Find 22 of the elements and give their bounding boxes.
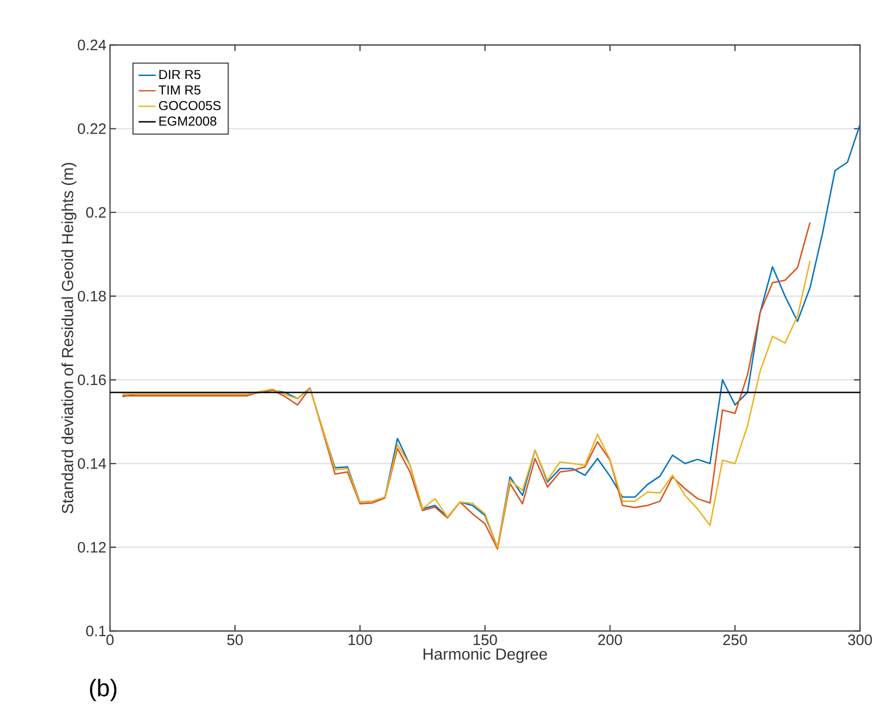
y-tick-label: 0.18 [78, 290, 106, 302]
y-tick-label: 0.24 [78, 40, 106, 50]
legend-label: GOCO05S [159, 100, 221, 110]
x-tick-label: 150 [474, 634, 497, 646]
y-tick-label: 0.12 [78, 542, 106, 553]
y-tick-label: 0.14 [78, 458, 106, 469]
x-tick-label: 50 [227, 634, 243, 646]
x-tick-label: 300 [848, 634, 872, 646]
legend-label: DIR R5 [159, 70, 200, 80]
x-axis-title: Harmonic Degree [424, 648, 547, 663]
legend-label: EGM2008 [159, 116, 216, 126]
y-tick-label: 0.1 [86, 626, 106, 636]
legend-label: TIM R5 [158, 86, 200, 95]
y-tick-label: 0.22 [78, 123, 106, 134]
x-tick-label: 100 [348, 634, 372, 646]
y-tick-label: 0.16 [78, 374, 106, 386]
y-axis-title: Standard deviation of Residual Geoid Heights (m) [61, 162, 76, 514]
x-tick-label: 200 [598, 634, 622, 646]
y-tick-label: 0.2 [86, 207, 106, 218]
x-tick-label: 0 [106, 634, 114, 646]
x-tick-label: 250 [723, 634, 747, 646]
text: (b) [90, 678, 116, 702]
